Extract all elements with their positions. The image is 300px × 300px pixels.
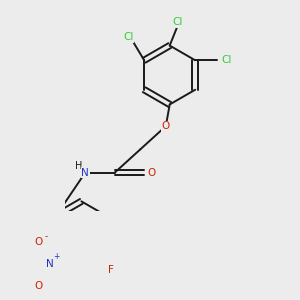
Text: +: + [53, 252, 60, 261]
Text: Cl: Cl [222, 55, 232, 65]
Text: Cl: Cl [172, 17, 183, 27]
Text: O: O [34, 281, 43, 291]
Text: Cl: Cl [124, 32, 134, 42]
Text: -: - [45, 232, 48, 242]
Text: N: N [46, 259, 54, 269]
Text: O: O [162, 121, 170, 131]
Text: O: O [148, 168, 156, 178]
Text: O: O [34, 237, 43, 248]
Text: F: F [108, 265, 114, 275]
Text: N: N [81, 168, 89, 178]
Text: H: H [75, 161, 83, 172]
